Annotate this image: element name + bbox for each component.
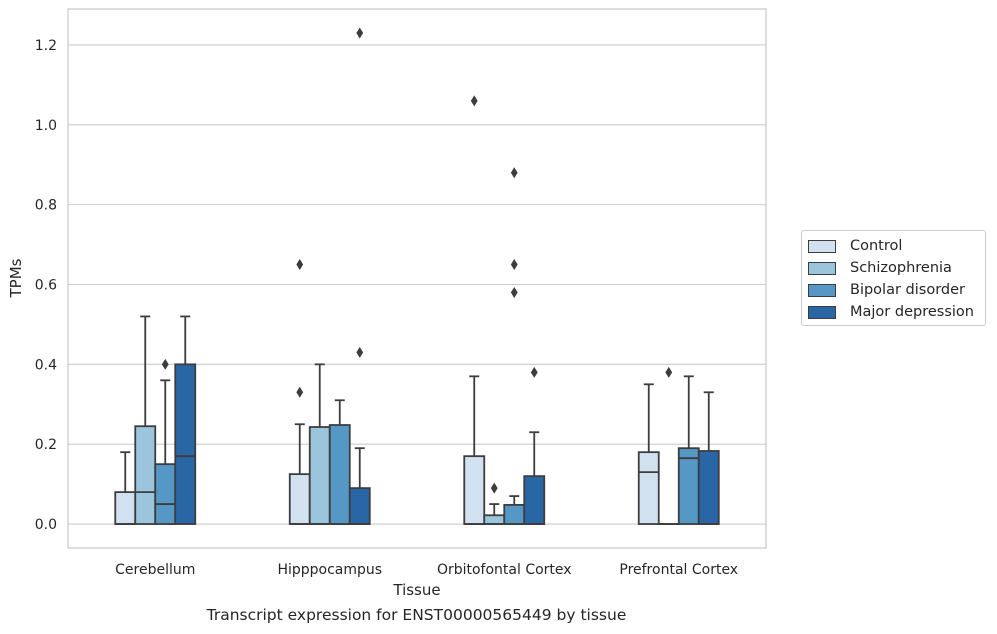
outlier-point: [530, 366, 538, 378]
box-iqr: [134, 425, 157, 525]
box-iqr: [677, 447, 700, 525]
legend-swatch-bipolar-disorder: [808, 283, 836, 297]
box-iqr: [154, 463, 177, 525]
box-iqr: [308, 426, 331, 525]
plot-frame: [67, 8, 767, 549]
box-schizophrenia: [134, 315, 157, 525]
box-control: [463, 95, 486, 525]
outlier-point: [510, 167, 518, 179]
legend-swatch-control: [808, 239, 836, 253]
x-tick-label: Prefrontal Cortex: [619, 562, 738, 578]
box-bipolar-disorder: [677, 375, 700, 525]
outlier-point: [296, 259, 304, 271]
y-tick-label: 0.2: [35, 437, 57, 453]
legend-label-bipolar-disorder: Bipolar disorder: [850, 282, 965, 298]
outlier-point: [161, 358, 169, 370]
box-bipolar-disorder: [328, 399, 351, 525]
box-control: [114, 451, 137, 525]
box-iqr: [328, 424, 351, 525]
box-schizophrenia: [308, 363, 331, 525]
legend-item-control: Control: [808, 236, 902, 256]
outlier-point: [510, 259, 518, 271]
legend-label-schizophrenia: Schizophrenia: [850, 260, 952, 276]
box-iqr: [697, 450, 720, 525]
box-control: [288, 259, 311, 525]
legend-swatch-major-depression: [808, 305, 836, 319]
outlier-point: [356, 27, 364, 39]
boxes: [114, 27, 720, 525]
box-iqr: [523, 475, 546, 525]
legend-label-control: Control: [850, 238, 903, 254]
x-tick-label: Orbitofontal Cortex: [437, 562, 572, 578]
legend-item-bipolar-disorder: Bipolar disorder: [808, 280, 965, 300]
box-major-depression: [523, 366, 546, 525]
legend-swatch-schizophrenia: [808, 261, 836, 275]
gridlines: [68, 44, 766, 525]
box-control: [637, 383, 660, 525]
y-tick-label: 0.4: [35, 357, 57, 373]
legend-item-schizophrenia: Schizophrenia: [808, 258, 952, 278]
y-tick-label: 0.6: [35, 277, 57, 293]
y-axis-title: TPMs: [7, 258, 25, 298]
y-tick-label: 1.2: [35, 38, 57, 54]
outlier-point: [470, 95, 478, 107]
x-axis-ticks: Cerebellum Hipppocampus Orbitofontal Corte…: [115, 562, 738, 578]
outlier-point: [665, 366, 673, 378]
y-tick-label: 0.0: [35, 517, 57, 533]
box-iqr: [637, 451, 660, 525]
box-iqr: [174, 363, 197, 525]
legend-label-major-depression: Major depression: [850, 304, 974, 320]
outlier-point: [356, 346, 364, 358]
y-tick-label: 1.0: [35, 118, 57, 134]
box-bipolar-disorder: [154, 358, 177, 525]
box-iqr: [463, 455, 486, 525]
box-iqr: [114, 491, 137, 525]
figure-caption: Transcript expression for ENST0000056544…: [206, 606, 627, 624]
y-axis-ticks: 0.0 0.2 0.4 0.6 0.8 1.0 1.2: [35, 38, 57, 533]
box-iqr: [348, 487, 371, 525]
legend: Control Schizophrenia Bipolar disorder M…: [801, 230, 986, 326]
box-iqr: [503, 503, 526, 525]
box-iqr: [483, 514, 506, 525]
y-tick-label: 0.8: [35, 198, 57, 214]
box-bipolar-disorder: [503, 167, 526, 525]
box-schizophrenia: [483, 482, 506, 525]
x-tick-label: Hipppocampus: [277, 562, 382, 578]
box-schizophrenia: [657, 366, 680, 525]
box-iqr: [288, 473, 311, 525]
x-tick-label: Cerebellum: [115, 562, 195, 578]
outlier-point: [296, 386, 304, 398]
box-major-depression: [348, 27, 371, 525]
outlier-point: [510, 286, 518, 298]
x-axis-title: Tissue: [392, 581, 440, 599]
outlier-point: [490, 482, 498, 494]
box-major-depression: [174, 315, 197, 525]
box-major-depression: [697, 391, 720, 525]
legend-item-major-depression: Major depression: [808, 302, 974, 322]
